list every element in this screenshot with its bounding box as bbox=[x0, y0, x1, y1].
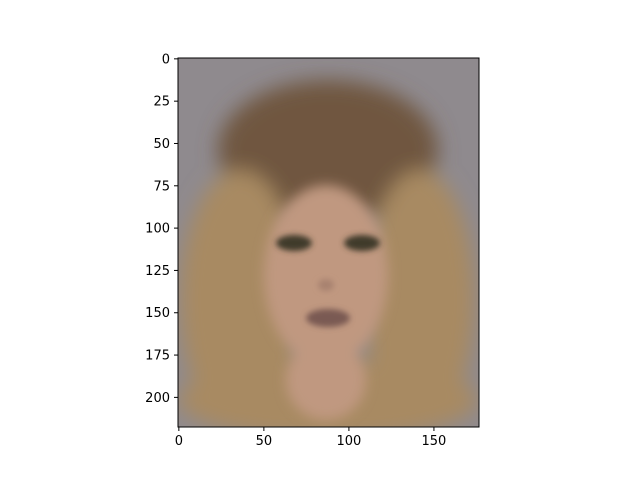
y-tick-label: 50 bbox=[153, 137, 170, 152]
x-tick-label: 0 bbox=[175, 434, 183, 449]
x-tick-label: 150 bbox=[422, 434, 447, 449]
y-tick-label: 0 bbox=[162, 52, 170, 67]
face-image bbox=[178, 58, 479, 440]
x-tick-label: 100 bbox=[336, 434, 361, 449]
y-tick-label: 150 bbox=[145, 306, 170, 321]
x-tick-label: 50 bbox=[256, 434, 273, 449]
y-tick-label: 175 bbox=[145, 349, 170, 364]
right-eye bbox=[344, 235, 380, 251]
face-skin bbox=[264, 185, 388, 365]
y-tick-label: 100 bbox=[145, 222, 170, 237]
y-axis-ticks: 0 25 50 75 100 125 150 175 200 bbox=[145, 52, 178, 406]
left-eye bbox=[276, 235, 312, 251]
neck-skin bbox=[286, 340, 366, 420]
hair-crown bbox=[275, 100, 385, 150]
lips bbox=[306, 309, 350, 327]
x-axis-ticks: 0 50 100 150 bbox=[175, 427, 447, 449]
y-tick-label: 75 bbox=[153, 179, 170, 194]
y-tick-label: 200 bbox=[145, 391, 170, 406]
y-tick-label: 125 bbox=[145, 264, 170, 279]
nose-shadow bbox=[318, 279, 334, 291]
y-tick-label: 25 bbox=[153, 95, 170, 110]
